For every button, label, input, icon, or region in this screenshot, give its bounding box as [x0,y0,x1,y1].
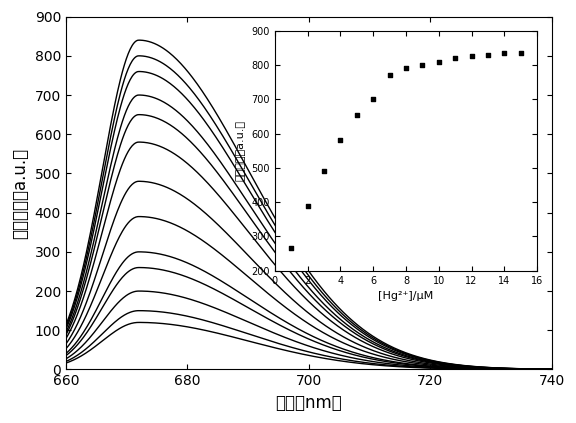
X-axis label: 波长（nm）: 波长（nm） [275,394,342,412]
Y-axis label: 荞光强度（a.u.）: 荞光强度（a.u.） [11,148,29,239]
